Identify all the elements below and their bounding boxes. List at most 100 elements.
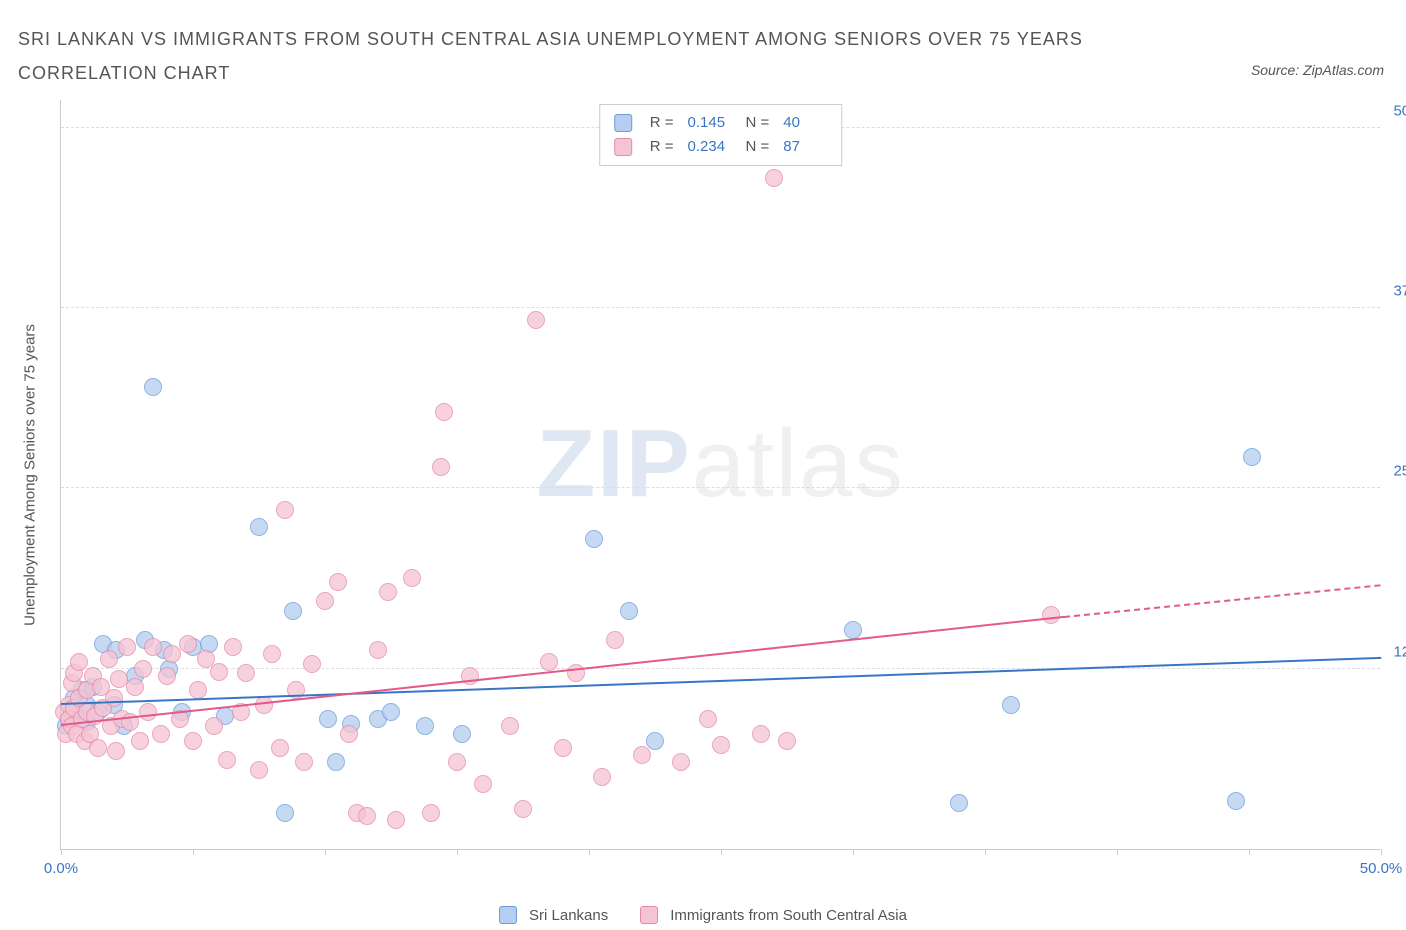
- series-legend: Sri Lankans Immigrants from South Central…: [499, 906, 907, 924]
- scatter-point: [118, 638, 136, 656]
- x-tick: [721, 849, 722, 855]
- x-tick-label: 0.0%: [44, 860, 78, 877]
- scatter-point: [453, 725, 471, 743]
- scatter-point: [189, 681, 207, 699]
- scatter-point: [126, 678, 144, 696]
- scatter-point: [158, 667, 176, 685]
- scatter-point: [606, 631, 624, 649]
- y-axis-label: Unemployment Among Seniors over 75 years: [22, 324, 39, 626]
- scatter-point: [303, 655, 321, 673]
- legend-label: Immigrants from South Central Asia: [670, 907, 907, 924]
- scatter-point: [382, 703, 400, 721]
- scatter-point: [237, 664, 255, 682]
- scatter-point: [672, 753, 690, 771]
- scatter-point: [712, 736, 730, 754]
- stat-n-value: 87: [783, 135, 827, 159]
- scatter-point: [527, 311, 545, 329]
- scatter-point: [210, 663, 228, 681]
- scatter-point: [329, 573, 347, 591]
- scatter-point: [422, 804, 440, 822]
- stat-n-value: 40: [783, 111, 827, 135]
- stats-legend-row: R =0.145N =40: [614, 111, 828, 135]
- stat-n-label: N =: [746, 135, 770, 159]
- scatter-point: [448, 753, 466, 771]
- scatter-point: [250, 518, 268, 536]
- x-tick-label: 50.0%: [1360, 860, 1403, 877]
- scatter-point: [327, 753, 345, 771]
- y-tick-label: 50.0%: [1393, 102, 1406, 119]
- scatter-point: [276, 501, 294, 519]
- scatter-point: [620, 602, 638, 620]
- x-tick: [193, 849, 194, 855]
- scatter-point: [403, 569, 421, 587]
- legend-swatch: [614, 114, 632, 132]
- scatter-point: [105, 689, 123, 707]
- stat-r-value: 0.145: [688, 111, 732, 135]
- scatter-point: [554, 739, 572, 757]
- legend-swatch: [499, 906, 517, 924]
- scatter-point: [295, 753, 313, 771]
- scatter-point: [358, 807, 376, 825]
- scatter-point: [844, 621, 862, 639]
- x-tick: [1117, 849, 1118, 855]
- scatter-point: [765, 169, 783, 187]
- scatter-point: [70, 653, 88, 671]
- scatter-point: [131, 732, 149, 750]
- y-tick-label: 25.0%: [1393, 463, 1406, 480]
- gridline: [61, 487, 1380, 488]
- scatter-point: [778, 732, 796, 750]
- scatter-point: [316, 592, 334, 610]
- scatter-point: [514, 800, 532, 818]
- scatter-point: [474, 775, 492, 793]
- scatter-point: [89, 739, 107, 757]
- legend-item: Sri Lankans: [499, 906, 608, 924]
- scatter-point: [432, 458, 450, 476]
- chart-title: SRI LANKAN VS IMMIGRANTS FROM SOUTH CENT…: [18, 22, 1118, 90]
- trend-line: [61, 657, 1381, 705]
- scatter-point: [276, 804, 294, 822]
- stat-r-label: R =: [650, 135, 674, 159]
- x-tick: [1249, 849, 1250, 855]
- scatter-point: [224, 638, 242, 656]
- x-tick: [589, 849, 590, 855]
- scatter-point: [1002, 696, 1020, 714]
- stats-legend-row: R =0.234N =87: [614, 135, 828, 159]
- legend-label: Sri Lankans: [529, 907, 608, 924]
- scatter-point: [319, 710, 337, 728]
- scatter-point: [218, 751, 236, 769]
- scatter-point: [369, 641, 387, 659]
- scatter-point: [1243, 448, 1261, 466]
- scatter-point: [387, 811, 405, 829]
- scatter-point: [593, 768, 611, 786]
- x-tick: [985, 849, 986, 855]
- scatter-point: [284, 602, 302, 620]
- scatter-point: [585, 530, 603, 548]
- x-tick: [457, 849, 458, 855]
- y-tick-label: 37.5%: [1393, 283, 1406, 300]
- scatter-point: [100, 650, 118, 668]
- gridline: [61, 307, 1380, 308]
- scatter-point: [255, 696, 273, 714]
- legend-item: Immigrants from South Central Asia: [640, 906, 907, 924]
- scatter-point: [1042, 606, 1060, 624]
- scatter-point: [633, 746, 651, 764]
- x-tick: [325, 849, 326, 855]
- source-label: Source: ZipAtlas.com: [1251, 62, 1384, 78]
- stat-r-label: R =: [650, 111, 674, 135]
- scatter-point: [107, 742, 125, 760]
- gridline: [61, 668, 1380, 669]
- scatter-point: [134, 660, 152, 678]
- scatter-point: [699, 710, 717, 728]
- scatter-point: [144, 638, 162, 656]
- watermark: ZIPatlas: [536, 409, 904, 519]
- legend-swatch: [640, 906, 658, 924]
- x-tick: [61, 849, 62, 855]
- scatter-point: [163, 645, 181, 663]
- scatter-point: [1227, 792, 1245, 810]
- scatter-point: [152, 725, 170, 743]
- scatter-point: [205, 717, 223, 735]
- scatter-point: [752, 725, 770, 743]
- scatter-point: [179, 635, 197, 653]
- scatter-point: [144, 378, 162, 396]
- x-tick: [853, 849, 854, 855]
